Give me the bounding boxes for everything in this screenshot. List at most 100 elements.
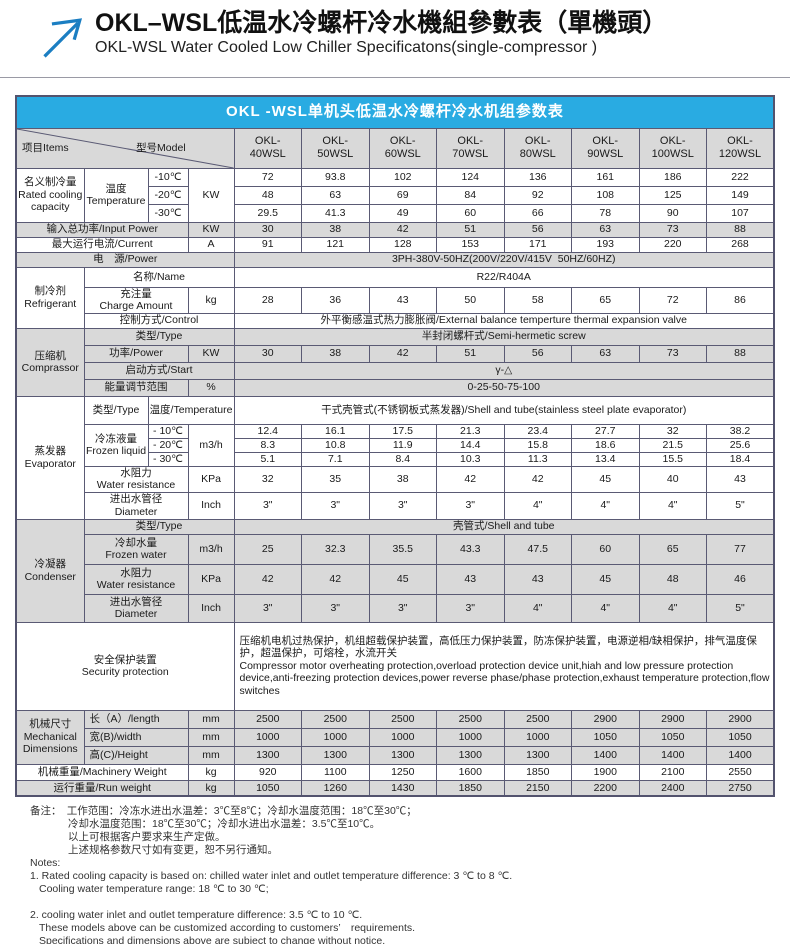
value-cell: 47.5 (503, 533, 572, 565)
value-cell: 3" (436, 491, 505, 520)
note-line: 冷却水温度范围：18℃至30℃；冷却水进出水温差：3.5℃至10℃。 (68, 818, 381, 830)
value-cell: 11.9 (368, 437, 437, 453)
value-cell: 38 (368, 465, 437, 493)
value-cell: 43 (368, 286, 437, 314)
value-cell: 42 (503, 465, 572, 493)
model-header: OKL- 40WSL (233, 127, 302, 169)
value-cell: 0-25-50-75-100 (233, 378, 775, 397)
value-cell: 107 (706, 203, 775, 223)
value-cell: 7.1 (301, 451, 370, 467)
model-header: OKL- 60WSL (368, 127, 437, 169)
value-cell: 14.4 (436, 437, 505, 453)
value-cell: 1050 (233, 779, 302, 797)
value-cell: -10℃ (147, 167, 189, 187)
value-cell: 88 (706, 344, 775, 363)
row-label: 制冷剂 Refrigerant (15, 266, 85, 329)
value-cell: 10.3 (436, 451, 505, 467)
table-row: 充注量 Charge Amount kg 28 36 43 50 58 65 72 86 (16, 286, 775, 314)
value-cell: 1260 (301, 779, 370, 797)
value-cell: mm (187, 727, 235, 747)
row-label: 机械重量/Machinery Weight (15, 763, 189, 781)
value-cell: 5" (706, 593, 775, 623)
value-cell: 1300 (301, 745, 370, 765)
note-line: 以上可根据客户要求来生产定做。 (68, 831, 226, 843)
table-row: 功率/Power KW 30 38 42 51 56 63 73 88 (16, 344, 775, 363)
table-row: 控制方式/Control 外平衡感温式热力膨胀阀/External balance… (16, 312, 775, 329)
value-cell: 220 (638, 236, 707, 253)
table-row: 冷凝器 Condenser 类型/Type 壳管式/Shell and tube (15, 518, 775, 623)
value-cell: 4" (638, 491, 707, 520)
value-cell: 69 (368, 185, 437, 205)
value-cell: 8.3 (233, 437, 302, 453)
row-label: 充注量 Charge Amount (83, 286, 189, 314)
value-cell: 40 (638, 465, 707, 493)
row-label: 压缩机 Comprassor (15, 327, 85, 397)
model-header: OKL- 80WSL (503, 127, 572, 169)
value-cell: 1000 (233, 727, 302, 747)
value-cell: 60 (571, 533, 640, 565)
value-cell: 42 (233, 563, 302, 595)
value-cell: -30℃ (147, 203, 189, 223)
row-label: 半封闭螺杆式/Semi-hermetic screw (233, 327, 775, 346)
value-cell: 8.4 (368, 451, 437, 467)
value-cell: 3" (368, 593, 437, 623)
value-cell: 84 (436, 185, 505, 205)
value-cell: 3" (233, 593, 302, 623)
value-cell: 1900 (571, 763, 640, 781)
row-label: 蒸发器 Evaporator (15, 395, 85, 520)
value-cell: 42 (368, 221, 437, 238)
value-cell: 43 (706, 465, 775, 493)
value-cell: 149 (706, 185, 775, 205)
value-cell: 193 (571, 236, 640, 253)
row-label: 高(C)/Height (83, 745, 189, 765)
value-cell: 1250 (368, 763, 437, 781)
table-row: 水阻力 Water resistance KPa 42 42 45 43 43 45 48 46 (16, 563, 775, 595)
value-cell: 108 (571, 185, 640, 205)
table-row: 最大运行电流/Current A 91 121 128 153 171 193 220 268 (15, 236, 775, 253)
table-row: 蒸发器 Evaporator 类型/Type 温度/Temperature 干式壳管式(… (15, 395, 775, 520)
value-cell: 29.5 (233, 203, 302, 223)
row-label: 温度 Temperature (83, 167, 149, 223)
value-cell: 38.2 (706, 423, 775, 439)
header-divider (0, 77, 790, 78)
value-cell: 51 (436, 344, 505, 363)
table-row: 电 源/Power 3PH-380V-50HZ(200V/220V/415V 50… (15, 251, 775, 268)
table-row: 水阻力 Water resistance KPa 32 35 38 42 42 45 40 43 (16, 465, 775, 493)
value-cell: 63 (571, 221, 640, 238)
value-cell: 13.4 (571, 451, 640, 467)
row-label: 水阻力 Water resistance (83, 465, 189, 493)
note-line: Notes: (30, 857, 61, 869)
value-cell: 35.5 (368, 533, 437, 565)
table-banner-row: OKL -WSL单机头低温水冷螺杆冷水机组参数表 (15, 95, 775, 129)
value-cell: 43 (503, 563, 572, 595)
value-cell: 1000 (301, 727, 370, 747)
value-cell: 27.7 (571, 423, 640, 439)
notes: 备注： 工作范围：冷冻水进出水温差：3℃至8℃；冷却水温度范围：18℃至30℃；… (30, 805, 790, 944)
value-cell: 128 (368, 236, 437, 253)
value-cell: 35 (301, 465, 370, 493)
value-cell: 90 (638, 203, 707, 223)
row-label: 类型/Type (83, 327, 235, 346)
value-cell: 86 (706, 286, 775, 314)
value-cell: R22/R404A (233, 266, 775, 288)
value-cell: 161 (571, 167, 640, 187)
row-label: 外平衡感温式热力膨胀阀/External balance temperture … (233, 312, 775, 329)
table-banner: OKL -WSL单机头低温水冷螺杆冷水机组参数表 (15, 95, 775, 129)
value-cell: 58 (503, 286, 572, 314)
value-cell: 1850 (503, 763, 572, 781)
value-cell: KPa (187, 465, 235, 493)
note-line: 备注： 工作范围：冷冻水进出水温差：3℃至8℃；冷却水温度范围：18℃至30℃； (30, 805, 417, 817)
value-cell: 4" (571, 491, 640, 520)
value-cell: - 20℃ (147, 437, 189, 453)
value-cell: 42 (436, 465, 505, 493)
row-label: 能量调节范围 (83, 378, 189, 397)
row-label: 机械尺寸 Mechanical Dimensions (15, 709, 85, 765)
value-cell: 2400 (638, 779, 707, 797)
value-cell: 91 (233, 236, 302, 253)
value-cell: 3" (368, 491, 437, 520)
value-cell: 43 (436, 563, 505, 595)
value-cell: 2900 (571, 709, 640, 729)
value-cell: 2200 (571, 779, 640, 797)
value-cell: 102 (368, 167, 437, 187)
value-cell: 30 (233, 344, 302, 363)
